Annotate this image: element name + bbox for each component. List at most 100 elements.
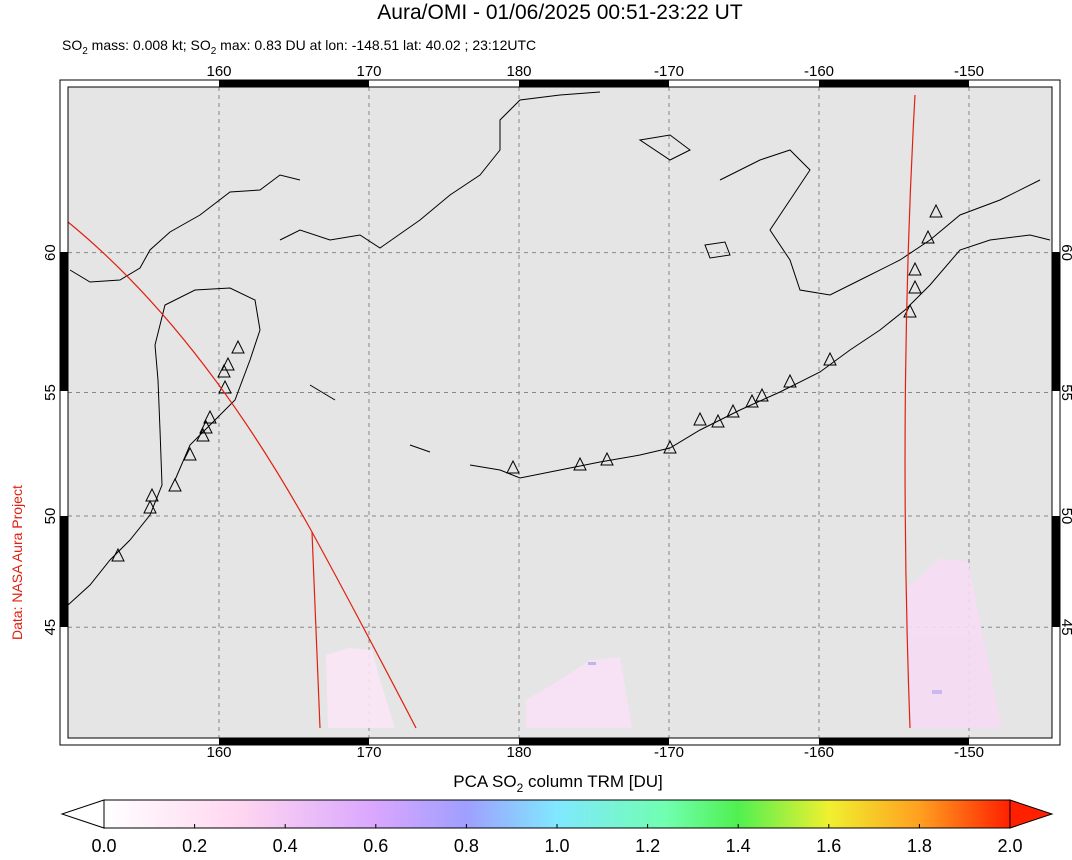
lon-tick-label: 170 [356, 744, 381, 761]
volcano [711, 413, 725, 428]
coastline [409, 234, 1051, 479]
border-segment [1052, 516, 1060, 627]
subtitle: SO2 mass: 0.008 kt; SO2 max: 0.83 DU at … [62, 37, 536, 57]
orbit-edge [311, 531, 321, 729]
label-part: PCA SO [453, 772, 516, 791]
volcano [908, 279, 922, 294]
subtitle-part: max: 0.83 DU at lon: -148.51 lat: 40.02 … [216, 37, 536, 53]
border-segment [219, 738, 369, 745]
retrieval-patch [526, 657, 632, 728]
volcano [168, 477, 182, 492]
border-segment [60, 252, 68, 391]
colorbar-tick-label: 0.2 [182, 836, 207, 855]
border-segment [60, 516, 68, 627]
volcano [573, 456, 587, 471]
lon-tick-label: 180 [506, 744, 531, 761]
island [309, 134, 731, 401]
colorbar-tick-label: 1.0 [544, 836, 569, 855]
volcano [755, 387, 769, 402]
volcano [693, 411, 707, 426]
coastlines [67, 91, 1051, 606]
volcano [199, 419, 213, 434]
colorbar-under [60, 799, 105, 829]
lon-tick-label: 180 [506, 63, 531, 80]
subtitle-part: mass: 0.008 kt; SO [88, 37, 211, 53]
subtitle-part: SO [62, 37, 82, 53]
retrieval-pixel [932, 690, 942, 694]
colorbar-tick-label: 1.4 [726, 836, 751, 855]
lon-tick-label: -170 [654, 63, 684, 80]
border-segment [519, 738, 669, 745]
coastline [719, 149, 1041, 296]
orbit-edge [67, 221, 417, 729]
colorbar-over [1009, 799, 1054, 829]
volcano [183, 446, 197, 461]
volcano [663, 439, 677, 454]
lat-tick-label: 50 [42, 508, 59, 525]
volcano [506, 459, 520, 474]
colorbar-label: PCA SO2 column TRM [DU] [453, 772, 663, 795]
volcano [217, 363, 231, 378]
credit: Data: NASA Aura Project [9, 485, 25, 640]
border-segment [219, 80, 369, 87]
colorbar-tick-label: 1.6 [816, 836, 841, 855]
so2-retrievals [326, 558, 1002, 728]
title: Aura/OMI - 01/06/2025 00:51-23:22 UT [377, 1, 743, 24]
border-segment [819, 738, 969, 745]
retrieval-patch [326, 648, 395, 728]
retrieval-pixel [588, 662, 596, 665]
border-segment [819, 80, 969, 87]
volcano [111, 547, 125, 562]
volcano [231, 339, 245, 354]
lat-tick-label: 60 [42, 244, 59, 261]
colorbar-tick-label: 0.8 [454, 836, 479, 855]
subscript: 2 [82, 46, 88, 57]
volcano [823, 351, 837, 366]
lon-tick-label: -150 [954, 63, 984, 80]
colorbar-tick-label: 0.4 [273, 836, 298, 855]
volcano [143, 499, 157, 514]
colorbar-tick-label: 0.6 [363, 836, 388, 855]
colorbar-tick-label: 0.0 [91, 836, 116, 855]
map-border [59, 79, 1061, 746]
lon-tick-label: -150 [954, 744, 984, 761]
lon-tick-label: -160 [804, 744, 834, 761]
subscript: 2 [517, 781, 524, 795]
lon-tick-label: -160 [804, 63, 834, 80]
colorbar [103, 799, 1011, 829]
lat-tick-label: 45 [1058, 619, 1072, 636]
colorbar-tick-label: 1.8 [907, 836, 932, 855]
lon-tick-label: -170 [654, 744, 684, 761]
lon-tick-label: 170 [356, 63, 381, 80]
lat-tick-label: 50 [1058, 508, 1072, 525]
border-segment [1052, 252, 1060, 391]
volcano [783, 373, 797, 388]
volcano [908, 261, 922, 276]
volcano [726, 403, 740, 418]
colorbar-tick-label: 1.2 [635, 836, 660, 855]
lon-tick-label: 160 [206, 744, 231, 761]
volcano [221, 356, 235, 371]
volcano [196, 427, 210, 442]
map-background [68, 87, 1052, 738]
orbit-edges [67, 94, 916, 729]
volcano [600, 451, 614, 466]
colorbar-ticks: 0.0 0.2 0.4 0.6 0.8 1.0 1.2 1.4 1.6 1.8 2.0 [91, 824, 1023, 856]
volcano [745, 393, 759, 408]
retrieval-patch [905, 558, 1002, 728]
subscript: 2 [211, 46, 217, 57]
volcano [145, 487, 159, 502]
graticule [68, 87, 1052, 738]
lat-tick-label: 45 [42, 619, 59, 636]
lat-tick-label: 55 [42, 384, 59, 401]
lat-tick-label: 55 [1058, 384, 1072, 401]
coastline [67, 174, 301, 606]
colorbar-tick-label: 2.0 [997, 836, 1022, 855]
volcano [921, 229, 935, 244]
orbit-edge [904, 94, 916, 729]
border-segment [519, 80, 669, 87]
volcano [203, 409, 217, 424]
volcano [929, 203, 943, 218]
